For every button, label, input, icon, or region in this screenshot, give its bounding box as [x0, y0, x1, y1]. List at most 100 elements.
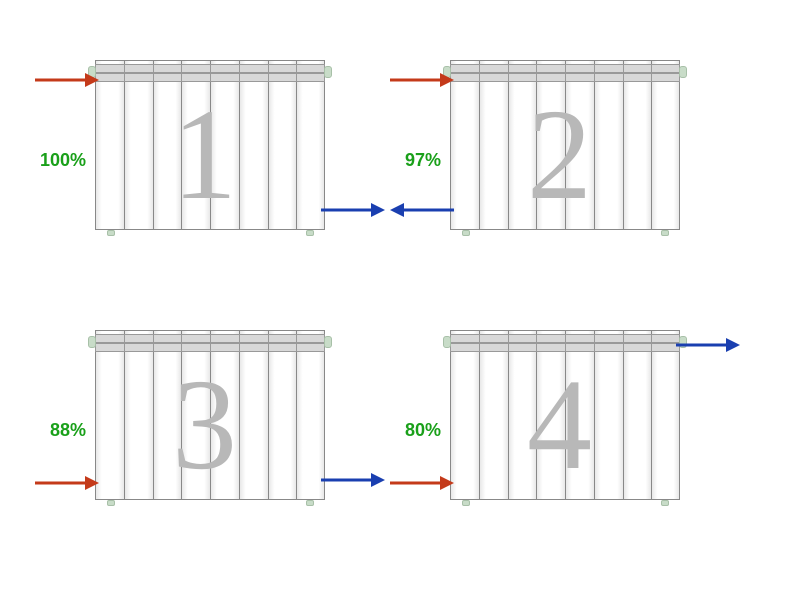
- grill-cell: [210, 343, 239, 352]
- hot-inlet-arrow: [33, 71, 101, 94]
- grill-cell: [479, 73, 508, 82]
- grill-cell: [210, 64, 239, 73]
- grill-cell: [508, 73, 537, 82]
- grill-cell: [124, 64, 153, 73]
- radiator-section: [124, 330, 153, 500]
- radiator-foot: [462, 500, 470, 506]
- grill-cell: [181, 334, 210, 343]
- grill-cell: [536, 334, 565, 343]
- radiator-foot: [462, 230, 470, 236]
- radiator-grill-row: [450, 64, 680, 73]
- cold-outlet-arrow: [319, 201, 387, 224]
- grill-cell: [210, 73, 239, 82]
- panel-number: 3: [172, 360, 237, 490]
- radiator-plug: [443, 336, 451, 348]
- cold-outlet-arrow: [388, 201, 456, 224]
- radiator-grill-row: [95, 73, 325, 82]
- grill-cell: [153, 73, 182, 82]
- radiator-panel-3: 388%: [95, 330, 325, 500]
- radiator-grill-row: [450, 343, 680, 352]
- panel-number: 2: [527, 90, 592, 220]
- grill-cell: [296, 343, 325, 352]
- efficiency-label: 97%: [405, 150, 441, 171]
- grill-cell: [623, 334, 652, 343]
- grill-cell: [623, 64, 652, 73]
- grill-cell: [623, 73, 652, 82]
- radiator-grill-row: [450, 73, 680, 82]
- grill-cell: [565, 73, 594, 82]
- radiator-foot: [306, 230, 314, 236]
- grill-cell: [153, 343, 182, 352]
- radiator-panel-1: 1100%: [95, 60, 325, 230]
- grill-cell: [239, 73, 268, 82]
- grill-cell: [181, 64, 210, 73]
- radiator-section: [124, 60, 153, 230]
- grill-cell: [594, 64, 623, 73]
- grill-cell: [239, 64, 268, 73]
- radiator-foot: [107, 500, 115, 506]
- grill-cell: [95, 343, 124, 352]
- panel-number: 4: [527, 360, 592, 490]
- radiator-foot: [661, 230, 669, 236]
- grill-cell: [623, 343, 652, 352]
- grill-cell: [565, 343, 594, 352]
- cold-outlet-arrow: [674, 336, 742, 359]
- hot-inlet-arrow: [33, 474, 101, 497]
- grill-cell: [239, 334, 268, 343]
- grill-cell: [450, 334, 479, 343]
- radiator-section: [479, 330, 508, 500]
- radiator-plug: [88, 336, 96, 348]
- grill-cell: [153, 334, 182, 343]
- radiator-section: [479, 60, 508, 230]
- radiator-panel-2: 297%: [450, 60, 680, 230]
- grill-cell: [124, 334, 153, 343]
- grill-cell: [479, 334, 508, 343]
- radiator-grill-row: [95, 64, 325, 73]
- grill-cell: [651, 73, 680, 82]
- radiator-section: [594, 330, 623, 500]
- radiator-section: [268, 330, 297, 500]
- efficiency-label: 88%: [50, 420, 86, 441]
- grill-cell: [536, 64, 565, 73]
- grill-cell: [268, 343, 297, 352]
- hot-inlet-arrow: [388, 474, 456, 497]
- grill-cell: [508, 334, 537, 343]
- radiator-plug: [324, 66, 332, 78]
- radiator-section: [239, 60, 268, 230]
- grill-cell: [565, 64, 594, 73]
- grill-cell: [565, 334, 594, 343]
- grill-cell: [296, 64, 325, 73]
- radiator-section: [594, 60, 623, 230]
- hot-inlet-arrow: [388, 71, 456, 94]
- panel-number: 1: [172, 90, 237, 220]
- radiator-section: [623, 60, 652, 230]
- radiator-foot: [306, 500, 314, 506]
- grill-cell: [536, 343, 565, 352]
- grill-cell: [95, 334, 124, 343]
- grill-cell: [450, 343, 479, 352]
- radiator-foot: [661, 500, 669, 506]
- grill-cell: [296, 334, 325, 343]
- grill-cell: [124, 343, 153, 352]
- radiator-section: [239, 330, 268, 500]
- grill-cell: [594, 334, 623, 343]
- grill-cell: [239, 343, 268, 352]
- grill-cell: [210, 334, 239, 343]
- radiator-grill-row: [95, 334, 325, 343]
- radiator-plug: [324, 336, 332, 348]
- grill-cell: [651, 64, 680, 73]
- grill-cell: [181, 343, 210, 352]
- grill-cell: [296, 73, 325, 82]
- grill-cell: [594, 73, 623, 82]
- radiator-section: [623, 330, 652, 500]
- grill-cell: [479, 64, 508, 73]
- radiator-foot: [107, 230, 115, 236]
- grill-cell: [268, 334, 297, 343]
- radiator-section: [651, 60, 680, 230]
- radiator-grill-row: [450, 334, 680, 343]
- grill-cell: [124, 73, 153, 82]
- radiator-grill-row: [95, 343, 325, 352]
- grill-cell: [268, 64, 297, 73]
- radiator-plug: [679, 66, 687, 78]
- grill-cell: [508, 64, 537, 73]
